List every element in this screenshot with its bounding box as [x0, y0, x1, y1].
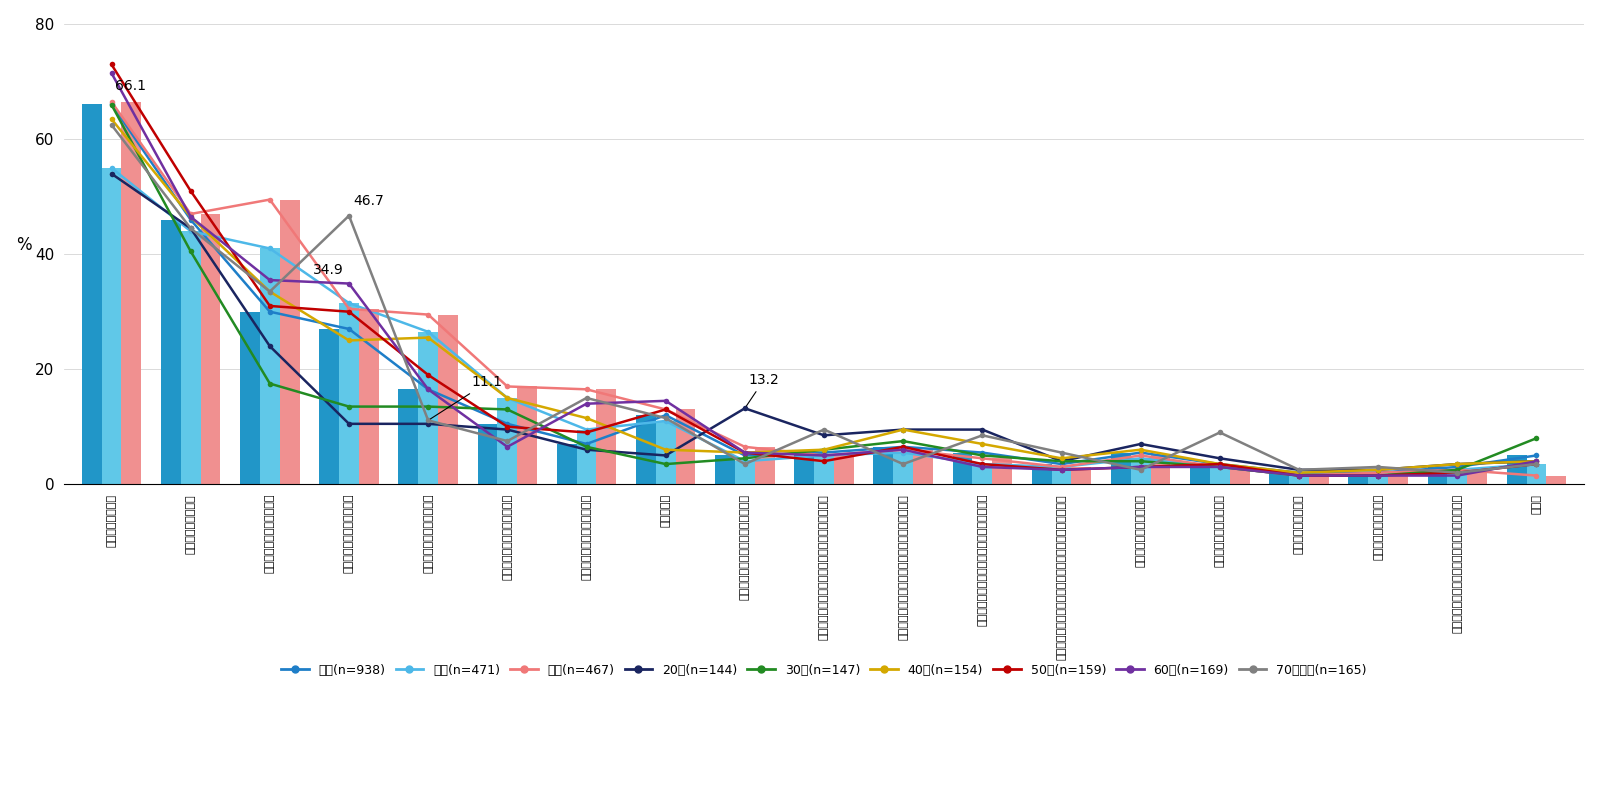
Text: 34.9: 34.9: [314, 263, 344, 278]
Bar: [200, 214, 221, 484]
Bar: [418, 332, 438, 484]
Bar: [952, 453, 973, 484]
Bar: [1507, 455, 1526, 484]
Bar: [1546, 475, 1566, 484]
Text: 66.1: 66.1: [115, 79, 147, 94]
Bar: [1290, 475, 1309, 484]
Bar: [478, 424, 498, 484]
Bar: [1072, 467, 1091, 484]
Bar: [1368, 475, 1389, 484]
Bar: [240, 312, 259, 484]
Bar: [181, 231, 200, 484]
Bar: [438, 315, 458, 484]
Bar: [1427, 467, 1448, 484]
Legend: 全体(n=938), 男性(n=471), 女性(n=467), 20代(n=144), 30代(n=147), 40代(n=154), 50代(n=159),: 全体(n=938), 男性(n=471), 女性(n=467), 20代(n=1…: [277, 659, 1371, 682]
Bar: [914, 449, 933, 484]
Bar: [834, 455, 854, 484]
Bar: [1051, 467, 1072, 484]
Bar: [973, 464, 992, 484]
Bar: [398, 389, 418, 484]
Bar: [675, 409, 696, 484]
Bar: [498, 398, 517, 484]
Bar: [1032, 464, 1051, 484]
Bar: [122, 102, 141, 484]
Text: 13.2: 13.2: [746, 373, 779, 406]
Bar: [1269, 473, 1290, 484]
Bar: [1150, 455, 1170, 484]
Bar: [814, 455, 834, 484]
Bar: [358, 309, 379, 484]
Bar: [1389, 473, 1408, 484]
Bar: [82, 104, 102, 484]
Bar: [874, 447, 893, 484]
Bar: [1467, 470, 1486, 484]
Bar: [1131, 458, 1150, 484]
Bar: [1110, 453, 1131, 484]
Bar: [517, 387, 538, 484]
Bar: [734, 461, 755, 484]
Bar: [893, 453, 914, 484]
Bar: [1309, 475, 1328, 484]
Bar: [656, 421, 675, 484]
Y-axis label: %: %: [16, 236, 32, 254]
Bar: [755, 447, 774, 484]
Bar: [1349, 473, 1368, 484]
Bar: [576, 429, 597, 484]
Bar: [1230, 467, 1250, 484]
Bar: [635, 415, 656, 484]
Bar: [715, 455, 734, 484]
Text: 11.1: 11.1: [430, 375, 502, 419]
Bar: [597, 389, 616, 484]
Bar: [794, 453, 814, 484]
Bar: [1448, 470, 1467, 484]
Bar: [259, 249, 280, 484]
Bar: [992, 458, 1013, 484]
Bar: [280, 199, 299, 484]
Bar: [557, 444, 576, 484]
Text: 46.7: 46.7: [354, 194, 384, 208]
Bar: [1210, 467, 1230, 484]
Bar: [102, 168, 122, 484]
Bar: [320, 329, 339, 484]
Bar: [339, 303, 358, 484]
Bar: [1526, 464, 1546, 484]
Bar: [162, 220, 181, 484]
Bar: [1190, 464, 1210, 484]
